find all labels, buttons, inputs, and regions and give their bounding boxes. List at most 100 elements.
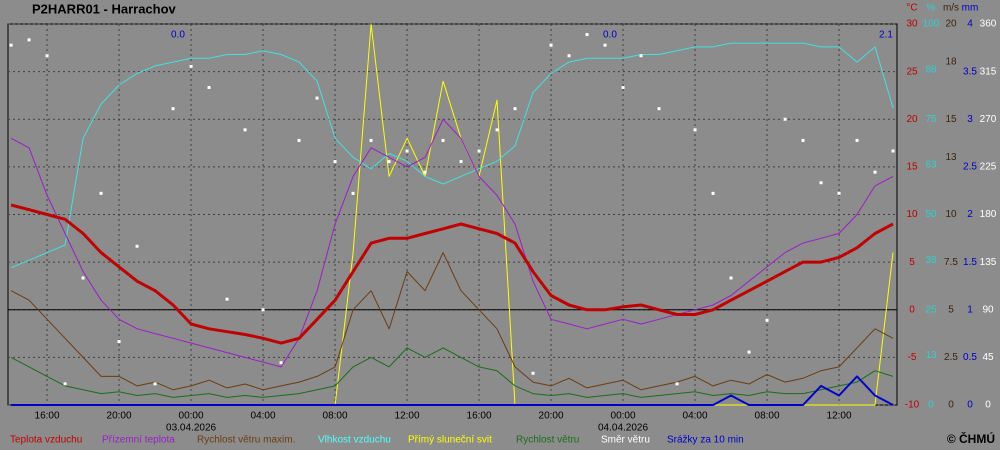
wind-direction-dot: [783, 117, 787, 121]
y-tick-label: 135: [980, 257, 997, 268]
wind-direction-dot: [603, 43, 607, 47]
y-tick-label: 2: [967, 209, 973, 220]
y-tick-label: 225: [980, 162, 997, 173]
y-tick-label: -5: [908, 352, 917, 363]
y-tick-label: 13: [925, 350, 937, 361]
wind-direction-dot: [315, 96, 319, 100]
y-tick-label: 90: [982, 304, 994, 315]
wind-direction-dot: [567, 54, 571, 58]
wind-direction-dot: [585, 33, 589, 37]
y-tick-label: 0: [928, 400, 934, 411]
wind-direction-dot: [423, 170, 427, 174]
wind-direction-dot: [855, 138, 859, 142]
date-label: 03.04.2026: [166, 423, 216, 434]
y-tick-label: 50: [925, 209, 937, 220]
y-tick-label: 1: [967, 304, 973, 315]
wind-direction-dot: [351, 191, 355, 195]
copyright: © ČHMÚ: [947, 431, 995, 446]
wind-direction-dot: [261, 308, 265, 312]
wind-direction-dot: [153, 382, 157, 386]
x-tick-label: 08:00: [323, 411, 348, 422]
wind-direction-dot: [135, 244, 139, 248]
y-tick-label: 15: [906, 162, 918, 173]
legend-entry: Přímý sluneční svit: [408, 435, 492, 446]
wind-direction-dot: [531, 371, 535, 375]
wind-direction-dot: [369, 138, 373, 142]
x-tick-label: 20:00: [107, 411, 132, 422]
wind-direction-dot: [819, 181, 823, 185]
wind-direction-dot: [441, 138, 445, 142]
y-tick-label: 20: [945, 19, 957, 30]
y-tick-label: 38: [925, 255, 937, 266]
daily-precipitation: 2.1: [879, 30, 893, 41]
wind-direction-dot: [225, 297, 229, 301]
wind-direction-dot: [207, 86, 211, 89]
y-tick-label: 2.5: [944, 352, 958, 363]
y-tick-label: 13: [945, 152, 957, 163]
wind-direction-dot: [27, 38, 31, 42]
y-tick-label: 0: [948, 400, 954, 411]
axis-unit: %: [927, 3, 936, 14]
wind-direction-dot: [621, 86, 625, 89]
y-tick-label: 360: [980, 19, 997, 30]
y-tick-label: 0.5: [963, 352, 977, 363]
series-line: [11, 375, 894, 406]
wind-direction-dot: [9, 43, 13, 47]
y-tick-label: 75: [925, 114, 937, 125]
y-tick-label: 5: [948, 304, 954, 315]
series-line: [10, 203, 894, 345]
y-tick-label: 180: [980, 209, 997, 220]
y-tick-label: 15: [945, 114, 957, 125]
y-tick-label: 10: [906, 209, 918, 220]
chart-title: P2HARR01 - Harrachov: [32, 1, 177, 16]
x-tick-label: 16:00: [467, 411, 492, 422]
y-tick-label: 25: [906, 66, 918, 77]
wind-direction-dot: [639, 54, 643, 58]
y-tick-label: 63: [925, 160, 937, 171]
wind-direction-dot: [45, 54, 49, 58]
wind-direction-dot: [333, 160, 337, 164]
wind-direction-dot: [279, 361, 283, 365]
wind-direction-dot: [549, 43, 553, 47]
legend-entry: Směr větru: [601, 435, 650, 446]
y-tick-label: 2.5: [963, 162, 977, 173]
legend-entry: Rychlost větru maxim.: [197, 435, 295, 446]
y-tick-label: 20: [906, 114, 918, 125]
y-tick-label: 100: [923, 19, 940, 30]
wind-direction-dot: [891, 149, 895, 153]
wind-direction-dot: [459, 160, 463, 164]
wind-direction-dot: [117, 340, 121, 343]
x-tick-label: 20:00: [539, 411, 564, 422]
wind-direction-dot: [243, 128, 247, 132]
y-tick-label: 0: [985, 400, 991, 411]
series-line: [10, 347, 894, 398]
x-tick-label: 00:00: [611, 411, 636, 422]
wind-direction-dot: [729, 276, 733, 280]
axis-unit: m/s: [943, 3, 959, 14]
wind-direction-dot: [801, 138, 805, 142]
y-tick-label: 18: [945, 57, 957, 68]
x-tick-label: 00:00: [179, 411, 204, 422]
date-label: 04.04.2026: [598, 423, 648, 434]
wind-direction-dot: [837, 191, 841, 195]
y-tick-label: 4: [967, 19, 973, 30]
x-tick-label: 08:00: [755, 411, 780, 422]
wind-direction-dot: [747, 350, 751, 354]
x-tick-label: 04:00: [251, 411, 276, 422]
y-tick-label: 30: [906, 19, 918, 30]
y-tick-label: 88: [925, 64, 937, 75]
wind-direction-dot: [711, 191, 715, 195]
y-tick-label: 3.5: [963, 66, 977, 77]
series-line: [10, 118, 894, 368]
y-tick-label: 0: [909, 304, 915, 315]
wind-direction-dot: [171, 107, 175, 111]
y-tick-label: 25: [925, 304, 937, 315]
y-tick-label: 5: [909, 257, 915, 268]
legend-entry: Teplota vzduchu: [10, 435, 82, 446]
legend-entry: Vlhkost vzduchu: [318, 435, 391, 446]
wind-direction-dot: [873, 170, 877, 174]
y-tick-label: 270: [980, 114, 997, 125]
y-tick-label: -10: [905, 400, 920, 411]
